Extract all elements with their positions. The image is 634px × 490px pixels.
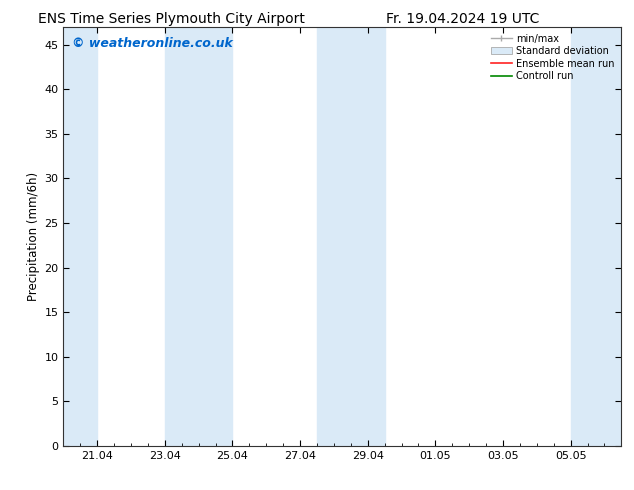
Legend: min/max, Standard deviation, Ensemble mean run, Controll run: min/max, Standard deviation, Ensemble me… [489,32,616,83]
Bar [317,27,385,446]
Bar [63,27,97,446]
Y-axis label: Precipitation (mm/6h): Precipitation (mm/6h) [27,172,40,301]
Text: © weatheronline.co.uk: © weatheronline.co.uk [72,37,233,50]
Bar [165,27,233,446]
Bar [571,27,634,446]
Text: Fr. 19.04.2024 19 UTC: Fr. 19.04.2024 19 UTC [386,12,540,26]
Text: ENS Time Series Plymouth City Airport: ENS Time Series Plymouth City Airport [38,12,304,26]
